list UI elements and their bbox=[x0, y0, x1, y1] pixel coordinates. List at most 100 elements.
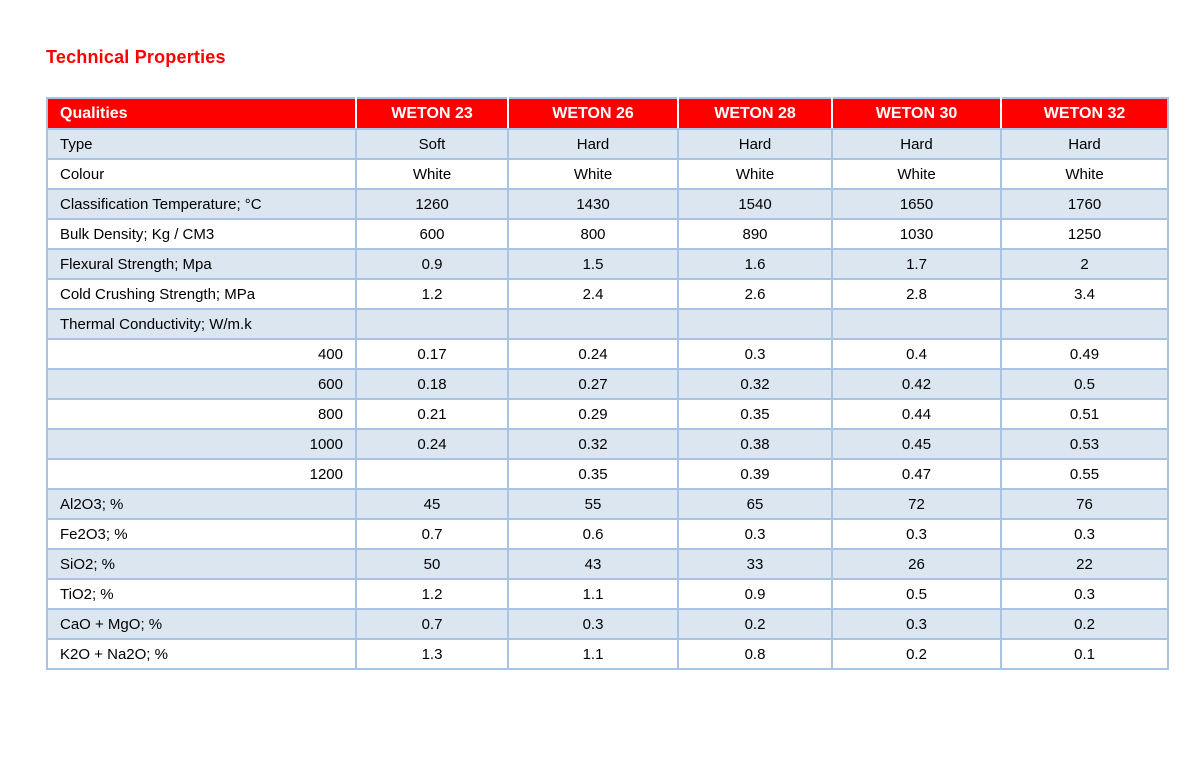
value-cell bbox=[1000, 308, 1169, 340]
value-cell: 1250 bbox=[1000, 218, 1169, 250]
value-cell: 0.3 bbox=[1000, 578, 1169, 610]
table-header: Qualities WETON 23 WETON 26 WETON 28 WETON 3… bbox=[46, 98, 1168, 130]
value-cell: 0.39 bbox=[677, 458, 833, 490]
table-row: 400 0.17 0.24 0.3 0.4 0.49 bbox=[46, 338, 1169, 370]
value-cell: 0.21 bbox=[355, 398, 509, 430]
value-cell: 0.3 bbox=[677, 338, 833, 370]
row-label-cell: Al2O3; % bbox=[46, 488, 357, 520]
technical-properties-table: Qualities WETON 23 WETON 26 WETON 28 WETON 3… bbox=[46, 97, 1169, 670]
value-cell: 0.47 bbox=[831, 458, 1002, 490]
value-cell: 0.6 bbox=[507, 518, 679, 550]
table-row: Flexural Strength; Mpa 0.9 1.5 1.6 1.7 2 bbox=[46, 248, 1169, 280]
value-cell: 0.17 bbox=[355, 338, 509, 370]
table-row: 800 0.21 0.29 0.35 0.44 0.51 bbox=[46, 398, 1169, 430]
header-cell-qualities: Qualities bbox=[46, 98, 356, 130]
value-cell: White bbox=[507, 158, 679, 190]
value-cell: 0.55 bbox=[1000, 458, 1169, 490]
value-cell: 2.4 bbox=[507, 278, 679, 310]
table-row: Classification Temperature; °C 1260 1430 15… bbox=[46, 188, 1169, 220]
value-cell: White bbox=[831, 158, 1002, 190]
table-row: 1200 0.35 0.39 0.47 0.55 bbox=[46, 458, 1169, 490]
value-cell: 1760 bbox=[1000, 188, 1169, 220]
row-label-cell: Flexural Strength; Mpa bbox=[46, 248, 357, 280]
value-cell: 1.7 bbox=[831, 248, 1002, 280]
value-cell: 0.53 bbox=[1000, 428, 1169, 460]
value-cell: Hard bbox=[1000, 128, 1169, 160]
value-cell: 2.8 bbox=[831, 278, 1002, 310]
value-cell: 55 bbox=[507, 488, 679, 520]
value-cell: Hard bbox=[677, 128, 833, 160]
value-cell: 1430 bbox=[507, 188, 679, 220]
table-row: Type Soft Hard Hard Hard Hard bbox=[46, 128, 1169, 160]
value-cell: 0.2 bbox=[677, 608, 833, 640]
header-cell-product: WETON 26 bbox=[507, 98, 678, 130]
value-cell: 72 bbox=[831, 488, 1002, 520]
value-cell: 0.7 bbox=[355, 518, 509, 550]
value-cell: 1650 bbox=[831, 188, 1002, 220]
value-cell: 0.18 bbox=[355, 368, 509, 400]
value-cell: 0.27 bbox=[507, 368, 679, 400]
value-cell: 0.2 bbox=[831, 638, 1002, 670]
value-cell: 1030 bbox=[831, 218, 1002, 250]
row-label-cell: Classification Temperature; °C bbox=[46, 188, 357, 220]
value-cell bbox=[507, 308, 679, 340]
value-cell: 26 bbox=[831, 548, 1002, 580]
value-cell: 1.6 bbox=[677, 248, 833, 280]
table-row: CaO + MgO; % 0.7 0.3 0.2 0.3 0.2 bbox=[46, 608, 1169, 640]
value-cell: 0.3 bbox=[507, 608, 679, 640]
value-cell: 0.5 bbox=[831, 578, 1002, 610]
value-cell: 0.3 bbox=[831, 518, 1002, 550]
value-cell: 0.3 bbox=[831, 608, 1002, 640]
header-row: Qualities WETON 23 WETON 26 WETON 28 WETON 3… bbox=[46, 98, 1168, 130]
row-label-cell: SiO2; % bbox=[46, 548, 357, 580]
value-cell: 600 bbox=[355, 218, 509, 250]
value-cell bbox=[355, 458, 509, 490]
value-cell: 0.49 bbox=[1000, 338, 1169, 370]
row-label-cell: 800 bbox=[46, 398, 357, 430]
row-label-cell: Fe2O3; % bbox=[46, 518, 357, 550]
value-cell: 0.45 bbox=[831, 428, 1002, 460]
table-row: Cold Crushing Strength; MPa 1.2 2.4 2.6 2.8 3… bbox=[46, 278, 1169, 310]
value-cell: 0.9 bbox=[355, 248, 509, 280]
value-cell: 0.5 bbox=[1000, 368, 1169, 400]
value-cell: 43 bbox=[507, 548, 679, 580]
value-cell: 45 bbox=[355, 488, 509, 520]
value-cell: 0.42 bbox=[831, 368, 1002, 400]
value-cell: 1.2 bbox=[355, 578, 509, 610]
value-cell: 800 bbox=[507, 218, 679, 250]
value-cell: 1.5 bbox=[507, 248, 679, 280]
table-row: 600 0.18 0.27 0.32 0.42 0.5 bbox=[46, 368, 1169, 400]
value-cell: 3.4 bbox=[1000, 278, 1169, 310]
value-cell bbox=[831, 308, 1002, 340]
value-cell: 1.1 bbox=[507, 638, 679, 670]
value-cell: 33 bbox=[677, 548, 833, 580]
value-cell: White bbox=[1000, 158, 1169, 190]
header-cell-product: WETON 23 bbox=[355, 98, 508, 130]
value-cell: 2.6 bbox=[677, 278, 833, 310]
value-cell: 1.1 bbox=[507, 578, 679, 610]
header-cell-product: WETON 30 bbox=[831, 98, 1001, 130]
value-cell: 0.24 bbox=[507, 338, 679, 370]
table-row: 1000 0.24 0.32 0.38 0.45 0.53 bbox=[46, 428, 1169, 460]
table-row: TiO2; % 1.2 1.1 0.9 0.5 0.3 bbox=[46, 578, 1169, 610]
table-row: Bulk Density; Kg / CM3 600 800 890 1030 1250 bbox=[46, 218, 1169, 250]
row-label-cell: Thermal Conductivity; W/m.k bbox=[46, 308, 357, 340]
value-cell: 890 bbox=[677, 218, 833, 250]
value-cell: 2 bbox=[1000, 248, 1169, 280]
value-cell: 0.9 bbox=[677, 578, 833, 610]
value-cell: 0.8 bbox=[677, 638, 833, 670]
value-cell: 65 bbox=[677, 488, 833, 520]
value-cell: 76 bbox=[1000, 488, 1169, 520]
value-cell: Hard bbox=[507, 128, 679, 160]
value-cell: 1540 bbox=[677, 188, 833, 220]
value-cell: 0.35 bbox=[677, 398, 833, 430]
row-label-cell: K2O + Na2O; % bbox=[46, 638, 357, 670]
value-cell: 22 bbox=[1000, 548, 1169, 580]
table-row: SiO2; % 50 43 33 26 22 bbox=[46, 548, 1169, 580]
row-label-cell: TiO2; % bbox=[46, 578, 357, 610]
table-row: Fe2O3; % 0.7 0.6 0.3 0.3 0.3 bbox=[46, 518, 1169, 550]
value-cell: 0.2 bbox=[1000, 608, 1169, 640]
table-row: Al2O3; % 45 55 65 72 76 bbox=[46, 488, 1169, 520]
value-cell: White bbox=[677, 158, 833, 190]
